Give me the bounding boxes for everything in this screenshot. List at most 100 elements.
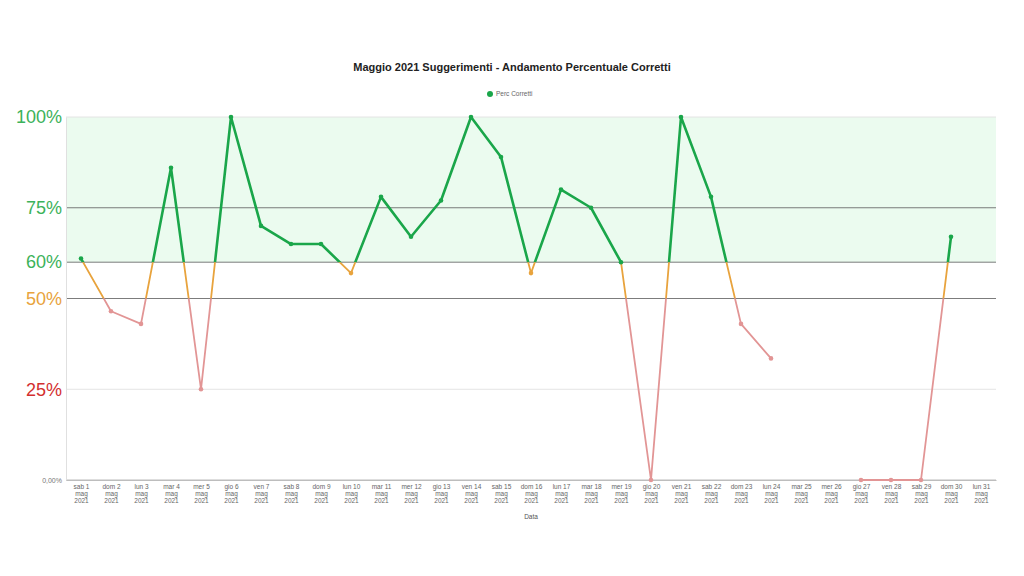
x-tick: dom 9mag2021: [312, 480, 330, 504]
x-tick: gio 13mag2021: [433, 480, 451, 504]
x-tick-label: gio 20mag2021: [643, 483, 661, 504]
x-tick: sab 22mag2021: [702, 480, 722, 504]
data-point: [649, 478, 654, 483]
x-tick-label-line: 2021: [884, 497, 899, 504]
x-tick-label: lun 3mag2021: [134, 483, 149, 504]
x-tick-label: ven 21mag2021: [672, 483, 692, 504]
x-tick-label-line: sab 22: [702, 483, 722, 490]
data-point: [139, 322, 144, 327]
data-point: [379, 195, 384, 200]
series-line: [81, 262, 951, 298]
data-point: [439, 198, 444, 203]
y-axis-line: [66, 118, 67, 481]
x-tick: lun 31mag2021: [973, 480, 991, 504]
data-point: [259, 224, 264, 229]
x-tick-label: dom 30mag2021: [941, 483, 963, 504]
x-tick-label-line: ven 21: [672, 483, 692, 490]
x-tick-label-line: 2021: [494, 497, 509, 504]
y-tick-label: 25%: [26, 380, 62, 400]
x-tick: mar 4mag2021: [163, 480, 180, 504]
y-tick-label: 0,00%: [42, 477, 62, 484]
y-axis: 0,00%25%50%60%75%100%: [16, 107, 67, 483]
x-tick-label: mar 11mag2021: [372, 483, 392, 504]
line-band: [81, 299, 951, 481]
x-tick-label-line: 2021: [404, 497, 419, 504]
x-tick-label-line: lun 31: [973, 483, 991, 490]
x-tick-label-line: dom 23: [731, 483, 753, 490]
x-axis-line: [67, 480, 997, 481]
data-point: [709, 195, 714, 200]
x-tick-label: sab 22mag2021: [702, 483, 722, 504]
x-tick: dom 30mag2021: [941, 480, 963, 504]
data-point: [469, 115, 474, 120]
x-tick-label: dom 16mag2021: [521, 483, 543, 504]
data-point: [589, 205, 594, 210]
line-band: [81, 262, 951, 298]
data-point: [499, 155, 504, 160]
x-tick: lun 10mag2021: [343, 480, 361, 504]
x-tick-label-line: dom 16: [521, 483, 543, 490]
y-tick: 50%: [26, 289, 66, 309]
x-tick-label: ven 14mag2021: [462, 483, 482, 504]
x-tick: ven 28mag2021: [882, 480, 902, 504]
x-tick-label: dom 9mag2021: [312, 483, 330, 504]
x-tick-label-line: mer 12: [401, 483, 422, 490]
x-tick: gio 6mag2021: [224, 480, 239, 504]
x-tick-label: mer 5mag2021: [193, 483, 210, 504]
plot-area: [79, 115, 954, 483]
x-tick: gio 20mag2021: [643, 480, 661, 504]
y-tick: 25%: [26, 380, 66, 400]
x-tick-label-line: lun 24: [763, 483, 781, 490]
x-tick-label-line: dom 2: [102, 483, 120, 490]
x-tick: gio 27mag2021: [853, 480, 871, 504]
x-tick-label-line: 2021: [824, 497, 839, 504]
x-tick-label-line: 2021: [674, 497, 689, 504]
x-tick-label-line: ven 7: [254, 483, 270, 490]
data-point: [169, 166, 174, 171]
x-tick-label-line: sab 8: [284, 483, 300, 490]
data-point: [859, 478, 864, 483]
x-tick: lun 3mag2021: [134, 480, 149, 504]
x-tick-label: mer 12mag2021: [401, 483, 422, 504]
x-tick-label-line: 2021: [104, 497, 119, 504]
data-point: [769, 356, 774, 361]
x-tick-label-line: 2021: [74, 497, 89, 504]
series-line: [81, 299, 951, 481]
chart-container: 0,00%25%50%60%75%100%sab 1mag2021dom 2ma…: [0, 0, 1024, 576]
x-tick-label: mer 26mag2021: [821, 483, 842, 504]
line-band: [81, 117, 951, 262]
data-point: [349, 271, 354, 276]
x-tick-label: lun 17mag2021: [553, 483, 571, 504]
data-point: [109, 309, 114, 314]
x-tick-label-line: 2021: [734, 497, 749, 504]
x-tick: ven 14mag2021: [462, 480, 482, 504]
y-tick: 60%: [26, 252, 66, 272]
x-tick-label-line: 2021: [314, 497, 329, 504]
x-tick-label-line: 2021: [134, 497, 149, 504]
legend-label: Perc Corretti: [496, 90, 532, 97]
x-tick: dom 16mag2021: [521, 480, 543, 504]
x-tick: sab 29mag2021: [912, 480, 932, 504]
data-point: [559, 187, 564, 192]
chart-svg: 0,00%25%50%60%75%100%sab 1mag2021dom 2ma…: [0, 0, 1024, 576]
x-tick: mar 25mag2021: [791, 480, 812, 504]
x-tick-label-line: 2021: [764, 497, 779, 504]
x-tick-label-line: sab 15: [492, 483, 512, 490]
x-tick: mar 11mag2021: [372, 480, 392, 504]
grid-line: [66, 298, 996, 299]
x-tick-label: gio 27mag2021: [853, 483, 871, 504]
x-tick-label-line: 2021: [614, 497, 629, 504]
x-tick-label: gio 6mag2021: [224, 483, 239, 504]
data-point: [529, 271, 534, 276]
x-tick-label-line: ven 14: [462, 483, 482, 490]
x-tick: dom 2mag2021: [102, 480, 120, 504]
data-point: [679, 115, 684, 120]
x-tick-label: lun 10mag2021: [343, 483, 361, 504]
x-tick: lun 24mag2021: [763, 480, 781, 504]
x-tick: sab 15mag2021: [492, 480, 512, 504]
x-tick: mar 18mag2021: [581, 480, 602, 504]
x-tick: mer 12mag2021: [401, 480, 422, 504]
x-tick-label-line: lun 10: [343, 483, 361, 490]
target-band: [66, 117, 996, 262]
x-tick-label-line: mar 18: [581, 483, 602, 490]
